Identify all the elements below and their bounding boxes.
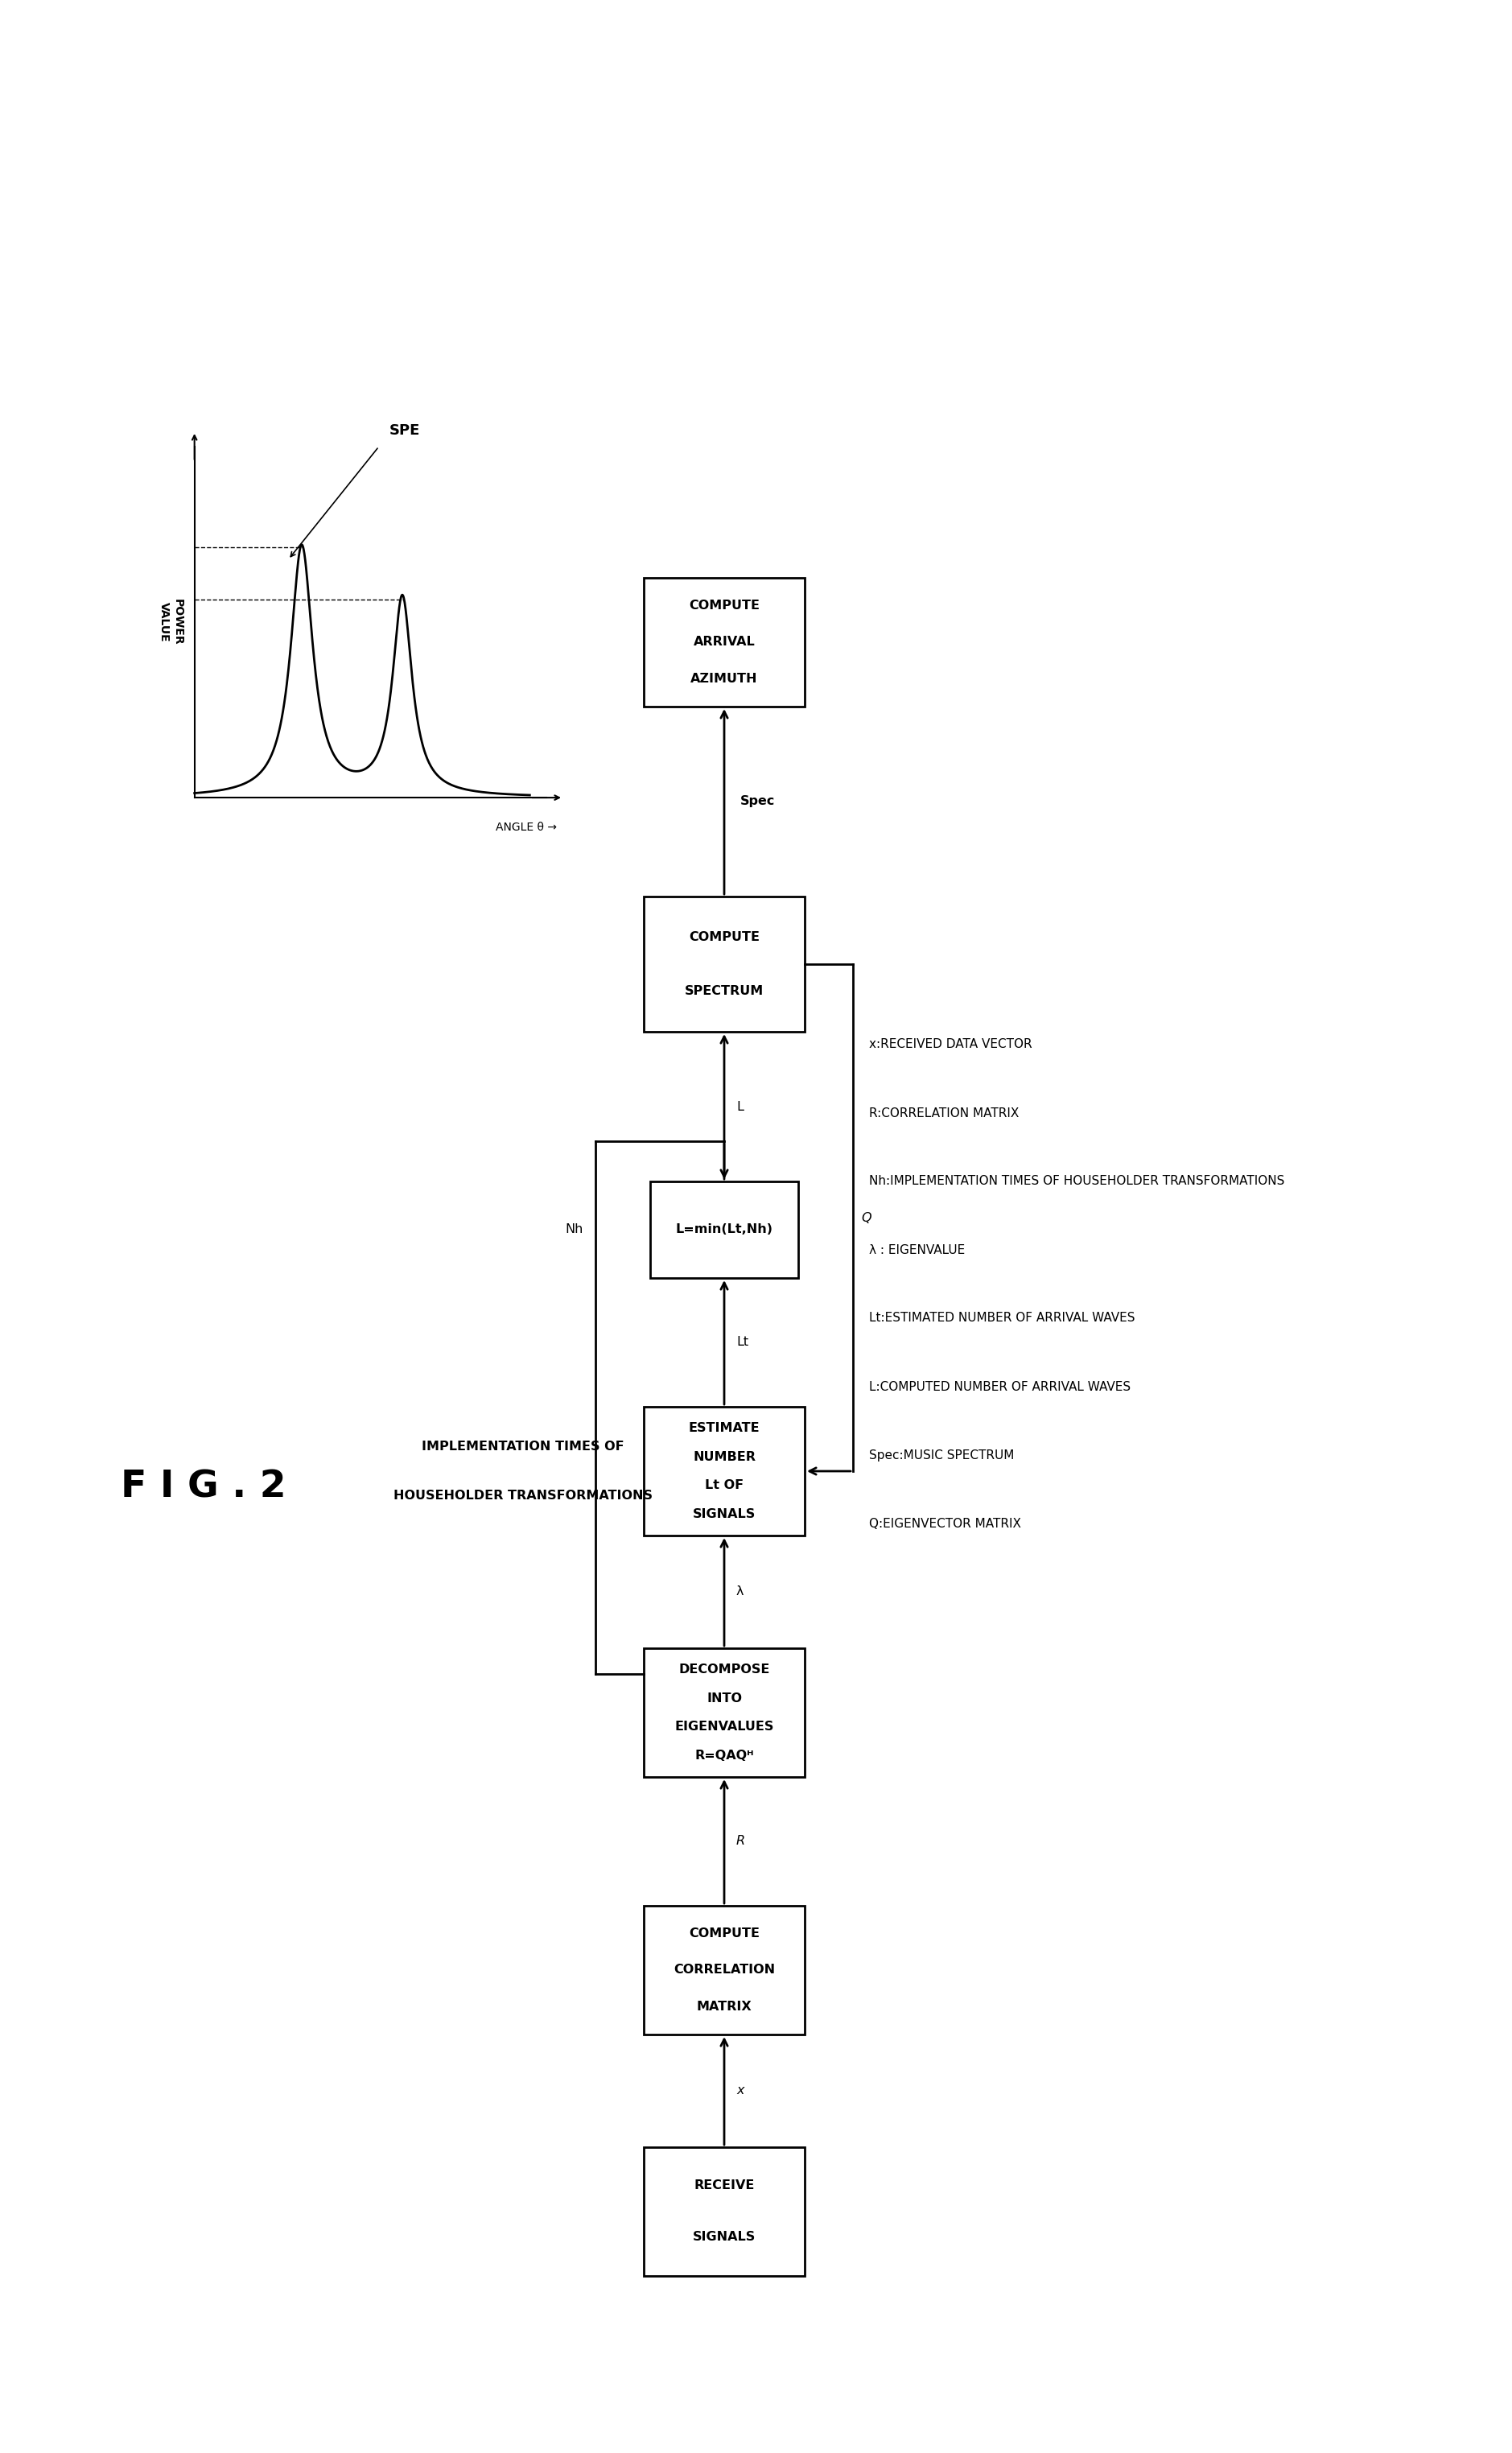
Text: x:RECEIVED DATA VECTOR: x:RECEIVED DATA VECTOR bbox=[869, 1038, 1033, 1050]
Text: NUMBER: NUMBER bbox=[692, 1450, 756, 1462]
Text: CORRELATION: CORRELATION bbox=[673, 1965, 776, 1977]
Text: R=QAQᴴ: R=QAQᴴ bbox=[694, 1749, 754, 1761]
Text: ESTIMATE: ESTIMATE bbox=[688, 1423, 761, 1435]
Text: R: R bbox=[736, 1835, 745, 1847]
FancyBboxPatch shape bbox=[650, 1182, 798, 1278]
Text: Lt:ESTIMATED NUMBER OF ARRIVAL WAVES: Lt:ESTIMATED NUMBER OF ARRIVAL WAVES bbox=[869, 1312, 1136, 1325]
Text: Spec:MUSIC SPECTRUM: Spec:MUSIC SPECTRUM bbox=[869, 1450, 1015, 1462]
Text: SIGNALS: SIGNALS bbox=[692, 1509, 756, 1521]
FancyBboxPatch shape bbox=[644, 1406, 804, 1536]
FancyBboxPatch shape bbox=[644, 895, 804, 1033]
Text: SIGNALS: SIGNALS bbox=[692, 2232, 756, 2244]
Text: Q: Q bbox=[860, 1212, 871, 1224]
Text: AZIMUTH: AZIMUTH bbox=[691, 672, 758, 684]
Text: SPECTRUM: SPECTRUM bbox=[685, 986, 764, 998]
Text: RECEIVE: RECEIVE bbox=[694, 2181, 754, 2193]
Text: ANGLE θ →: ANGLE θ → bbox=[496, 822, 556, 834]
Text: x: x bbox=[736, 2085, 744, 2097]
FancyBboxPatch shape bbox=[644, 2146, 804, 2276]
Text: λ : EIGENVALUE: λ : EIGENVALUE bbox=[869, 1244, 965, 1256]
FancyBboxPatch shape bbox=[644, 1648, 804, 1776]
Text: Spec: Spec bbox=[741, 795, 776, 807]
Text: R:CORRELATION MATRIX: R:CORRELATION MATRIX bbox=[869, 1106, 1019, 1119]
Text: Nh: Nh bbox=[565, 1224, 584, 1236]
Text: INTO: INTO bbox=[706, 1693, 742, 1705]
FancyBboxPatch shape bbox=[644, 1906, 804, 2034]
Text: EIGENVALUES: EIGENVALUES bbox=[674, 1722, 774, 1732]
Text: DECOMPOSE: DECOMPOSE bbox=[679, 1663, 770, 1675]
Text: POWER
VALUE: POWER VALUE bbox=[159, 599, 183, 645]
Text: λ: λ bbox=[736, 1585, 744, 1597]
Text: HOUSEHOLDER TRANSFORMATIONS: HOUSEHOLDER TRANSFORMATIONS bbox=[393, 1489, 653, 1501]
Text: SPE: SPE bbox=[389, 422, 420, 437]
Text: IMPLEMENTATION TIMES OF: IMPLEMENTATION TIMES OF bbox=[422, 1440, 624, 1452]
Text: Lt: Lt bbox=[736, 1337, 748, 1349]
Text: Q:EIGENVECTOR MATRIX: Q:EIGENVECTOR MATRIX bbox=[869, 1518, 1021, 1531]
Text: L: L bbox=[736, 1101, 744, 1114]
FancyBboxPatch shape bbox=[644, 579, 804, 706]
Text: COMPUTE: COMPUTE bbox=[689, 932, 759, 942]
Text: L:COMPUTED NUMBER OF ARRIVAL WAVES: L:COMPUTED NUMBER OF ARRIVAL WAVES bbox=[869, 1381, 1131, 1393]
Text: ARRIVAL: ARRIVAL bbox=[694, 635, 754, 648]
Text: F I G . 2: F I G . 2 bbox=[121, 1469, 286, 1506]
Text: COMPUTE: COMPUTE bbox=[689, 599, 759, 611]
Text: Lt OF: Lt OF bbox=[705, 1479, 744, 1491]
Text: L=min(Lt,Nh): L=min(Lt,Nh) bbox=[676, 1224, 773, 1236]
Text: COMPUTE: COMPUTE bbox=[689, 1928, 759, 1940]
Text: Nh:IMPLEMENTATION TIMES OF HOUSEHOLDER TRANSFORMATIONS: Nh:IMPLEMENTATION TIMES OF HOUSEHOLDER T… bbox=[869, 1175, 1285, 1187]
Text: MATRIX: MATRIX bbox=[697, 2002, 751, 2014]
